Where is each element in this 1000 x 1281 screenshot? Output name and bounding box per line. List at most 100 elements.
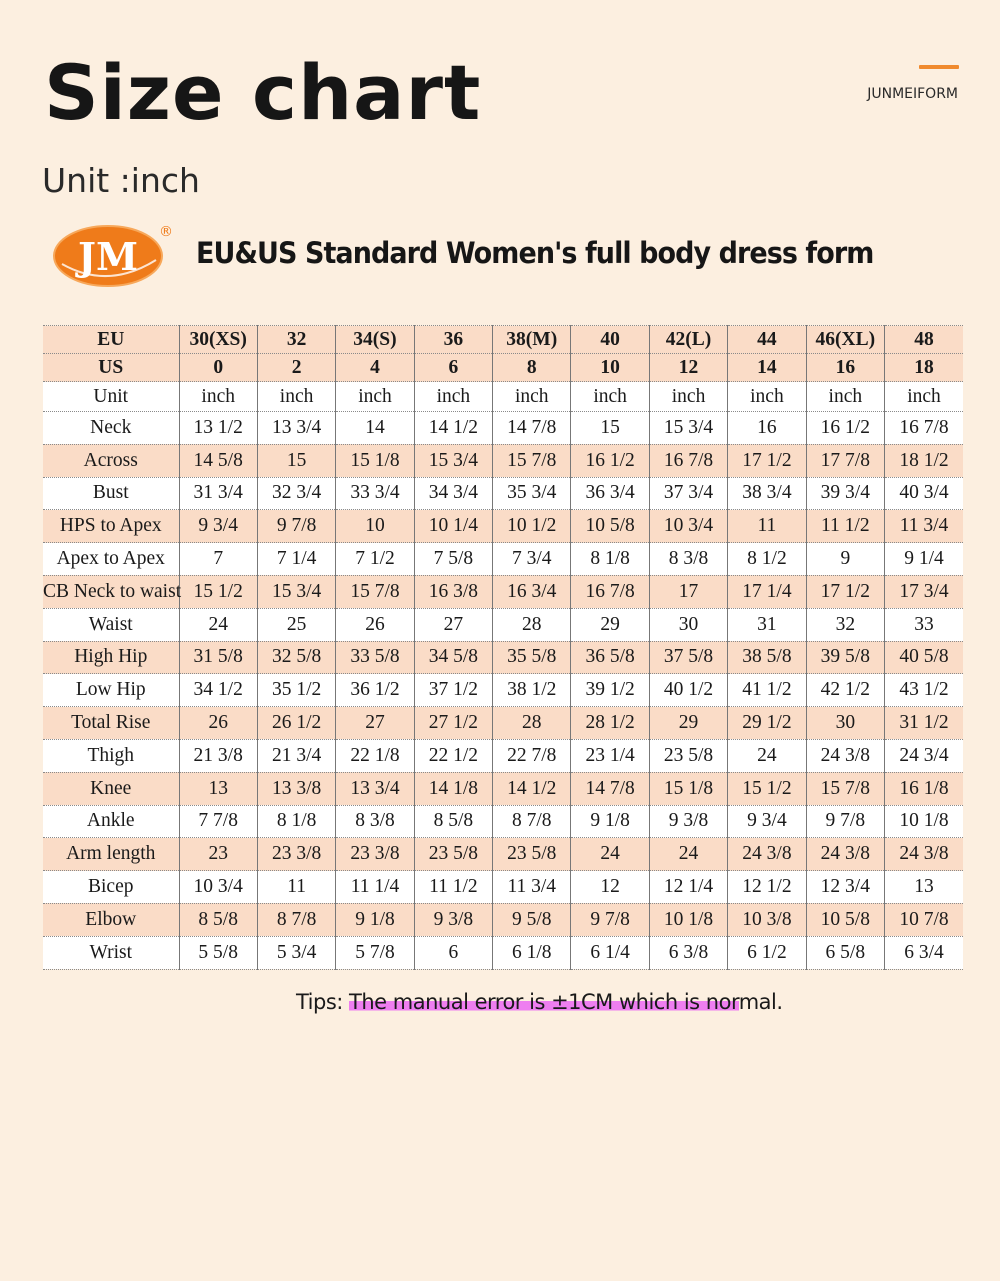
table-row: High Hip 31 5/8 32 5/8 33 5/8 34 5/8 35 5/8 36…	[43, 641, 963, 675]
table-cell: inch	[727, 381, 807, 412]
table-cell: 34 5/8	[413, 641, 493, 675]
table-cell: 10 1/2	[492, 509, 571, 544]
table-cell: 32	[256, 325, 336, 354]
table-cell: 9 3/4	[178, 509, 258, 544]
table-cell: 26	[178, 706, 258, 740]
table-cell: 28	[492, 608, 571, 642]
table-cell: 0	[178, 353, 258, 382]
table-cell: 30	[648, 608, 728, 642]
table-cell: 2	[256, 353, 336, 382]
table-cell: 40 5/8	[884, 641, 963, 675]
table-cell: 36 1/2	[335, 673, 415, 708]
table-cell: 27	[413, 608, 493, 642]
table-cell: 23 3/8	[335, 837, 415, 872]
table-cell: 7 7/8	[178, 805, 258, 839]
table-cell: 35 5/8	[492, 641, 571, 675]
table-cell: 31	[727, 608, 807, 642]
table-cell: 9 3/8	[413, 903, 493, 937]
table-cell: 33 5/8	[335, 641, 415, 675]
table-cell: 12	[648, 353, 728, 382]
table-cell: 14 1/2	[413, 411, 493, 445]
table-cell: 23 5/8	[413, 837, 493, 872]
table-cell: 14 1/8	[413, 772, 493, 806]
table-cell: inch	[492, 381, 571, 412]
table-cell: 27	[335, 706, 415, 740]
table-cell: 17 1/2	[805, 575, 885, 609]
row-label: Knee	[43, 772, 179, 806]
row-label: Low Hip	[43, 673, 179, 708]
table-cell: 18 1/2	[884, 444, 963, 478]
table-cell: 44	[727, 325, 807, 354]
table-cell: 9 1/8	[335, 903, 415, 937]
table-cell: 13 3/4	[335, 772, 415, 806]
row-label: Ankle	[43, 805, 179, 839]
row-label: Neck	[43, 411, 179, 445]
unit-label: Unit :inch	[42, 161, 200, 200]
table-cell: 23 3/8	[256, 837, 336, 872]
jm-logo: JM ®	[53, 224, 173, 287]
table-cell: 8 7/8	[256, 903, 336, 937]
table-cell: 40	[570, 325, 650, 354]
table-cell: 16 7/8	[648, 444, 728, 478]
table-row: Arm length 23 23 3/8 23 3/8 23 5/8 23 5/8 24 24…	[43, 837, 963, 872]
table-row: Across 14 5/8 15 15 1/8 15 3/4 15 7/8 16 1/2 16…	[43, 444, 963, 478]
table-cell: 37 3/4	[648, 477, 728, 511]
table-cell: 9 7/8	[256, 509, 336, 544]
brand-name: JUNMEIFORM	[867, 86, 958, 102]
table-cell: 10 7/8	[884, 903, 963, 937]
table-row: Ankle 7 7/8 8 1/8 8 3/8 8 5/8 8 7/8 9 1/8 9 3/8…	[43, 805, 963, 839]
table-cell: 10 5/8	[570, 509, 650, 544]
header-row-us: US 0 2 4 6 8 10 12 14 16 18	[43, 353, 963, 382]
table-row: Bicep 10 3/4 11 11 1/4 11 1/2 11 3/4 12 12 1/4 1…	[43, 870, 963, 904]
table-cell: 16 1/2	[805, 411, 885, 445]
table-cell: 13	[884, 870, 963, 904]
table-cell: 16 7/8	[884, 411, 963, 445]
table-cell: inch	[648, 381, 728, 412]
table-cell: 34 3/4	[413, 477, 493, 511]
table-cell: 29 1/2	[727, 706, 807, 740]
table-cell: 4	[335, 353, 415, 382]
table-cell: 11 1/2	[805, 509, 885, 544]
table-row: HPS to Apex 9 3/4 9 7/8 10 10 1/4 10 1/2 10 5/…	[43, 509, 963, 544]
table-cell: 6 3/4	[884, 936, 963, 970]
table-cell: 14	[335, 411, 415, 445]
tips-suffix: mal.	[738, 990, 783, 1014]
table-cell: 15 7/8	[492, 444, 571, 478]
table-cell: 42(L)	[648, 325, 728, 354]
table-cell: 7 5/8	[413, 542, 493, 576]
table-cell: 30(XS)	[178, 325, 258, 354]
table-cell: 12 1/4	[648, 870, 728, 904]
table-cell: 15 7/8	[805, 772, 885, 806]
table-cell: 32 3/4	[256, 477, 336, 511]
table-cell: 10 1/4	[413, 509, 493, 544]
row-label: EU	[43, 325, 179, 354]
table-cell: 31 1/2	[884, 706, 963, 740]
table-cell: 30	[805, 706, 885, 740]
table-cell: 14	[727, 353, 807, 382]
table-cell: 39 5/8	[805, 641, 885, 675]
table-cell: 7	[178, 542, 258, 576]
table-cell: 16 1/2	[570, 444, 650, 478]
table-cell: 6 3/8	[648, 936, 728, 970]
row-label: Arm length	[43, 837, 179, 872]
table-cell: 24	[727, 739, 807, 773]
table-cell: 24	[570, 837, 650, 872]
table-row: Neck 13 1/2 13 3/4 14 14 1/2 14 7/8 15 15 3/4 16…	[43, 411, 963, 445]
brand-accent-bar	[919, 65, 959, 69]
table-cell: 10	[335, 509, 415, 544]
table-cell: 16 3/8	[413, 575, 493, 609]
table-cell: 6 1/8	[492, 936, 571, 970]
table-cell: 14 5/8	[178, 444, 258, 478]
table-cell: 17 1/4	[727, 575, 807, 609]
table-cell: 10 3/8	[727, 903, 807, 937]
table-cell: 35 3/4	[492, 477, 571, 511]
table-cell: 24	[648, 837, 728, 872]
table-cell: 23 5/8	[492, 837, 571, 872]
table-cell: 21 3/8	[178, 739, 258, 773]
table-cell: 29	[648, 706, 728, 740]
table-cell: 8 1/8	[570, 542, 650, 576]
table-row: Low Hip 34 1/2 35 1/2 36 1/2 37 1/2 38 1/2 39 …	[43, 673, 963, 708]
table-cell: 35 1/2	[256, 673, 336, 708]
table-cell: 22 1/2	[413, 739, 493, 773]
table-cell: 10 3/4	[648, 509, 728, 544]
